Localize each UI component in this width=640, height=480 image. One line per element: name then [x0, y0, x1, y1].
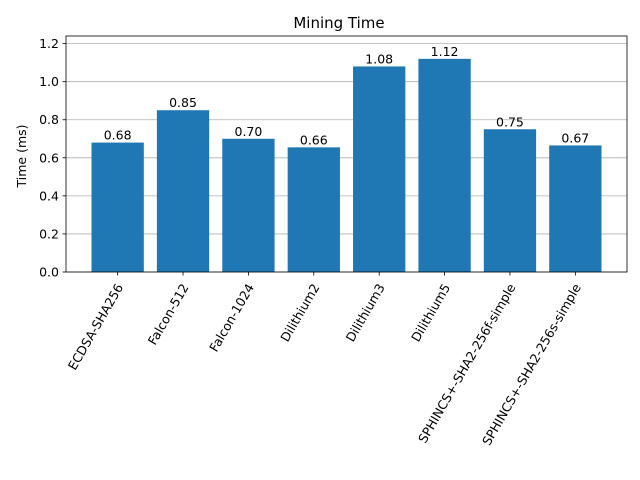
- bar-value-label: 1.12: [431, 44, 459, 59]
- y-tick-label: 0.4: [39, 188, 59, 203]
- x-tick-label: Dilithium5: [408, 281, 453, 344]
- bar-value-label: 1.08: [365, 51, 393, 66]
- x-tick-label: Dilithium3: [343, 281, 388, 344]
- bar-value-label: 0.85: [169, 95, 197, 110]
- bar-value-label: 0.67: [561, 130, 589, 145]
- y-tick-label: 0.6: [39, 150, 59, 165]
- x-tick-label: Falcon-512: [145, 281, 192, 347]
- bars: [91, 58, 602, 273]
- bar-value-label: 0.70: [235, 124, 263, 139]
- bar-value-label: 0.66: [300, 132, 328, 147]
- x-axis-ticks: ECDSA-SHA256 Falcon-512 Falcon-1024 Dilithi…: [65, 272, 584, 448]
- y-axis-ticks: 0.0 0.2 0.4 0.6 0.8 1.0 1.2: [39, 36, 66, 280]
- y-tick-label: 1.0: [39, 74, 59, 89]
- x-tick-label: Dilithium2: [277, 281, 322, 344]
- bar: [222, 138, 275, 272]
- bar: [156, 110, 210, 273]
- x-tick-label: ECDSA-SHA256: [65, 281, 126, 373]
- bar: [549, 145, 602, 272]
- y-tick-label: 1.2: [39, 36, 59, 51]
- bar: [353, 66, 406, 272]
- chart-title: Mining Time: [293, 14, 384, 32]
- y-axis-label: Time (ms): [14, 124, 29, 188]
- bar: [483, 129, 537, 272]
- y-tick-label: 0.0: [39, 265, 59, 280]
- x-tick-label: Falcon-1024: [206, 281, 257, 354]
- plot-frame: [65, 35, 628, 273]
- bar-value-labels: 0.68 0.85 0.70 0.66 1.08 1.12 0.75 0.67: [104, 44, 590, 148]
- y-tick-label: 0.2: [39, 226, 59, 241]
- gridlines: [66, 43, 627, 273]
- bar-value-label: 0.75: [496, 114, 524, 129]
- bar-value-label: 0.68: [104, 128, 132, 143]
- bar: [91, 142, 144, 272]
- y-tick-label: 0.8: [39, 112, 59, 127]
- bar: [418, 58, 471, 272]
- bar: [287, 147, 340, 272]
